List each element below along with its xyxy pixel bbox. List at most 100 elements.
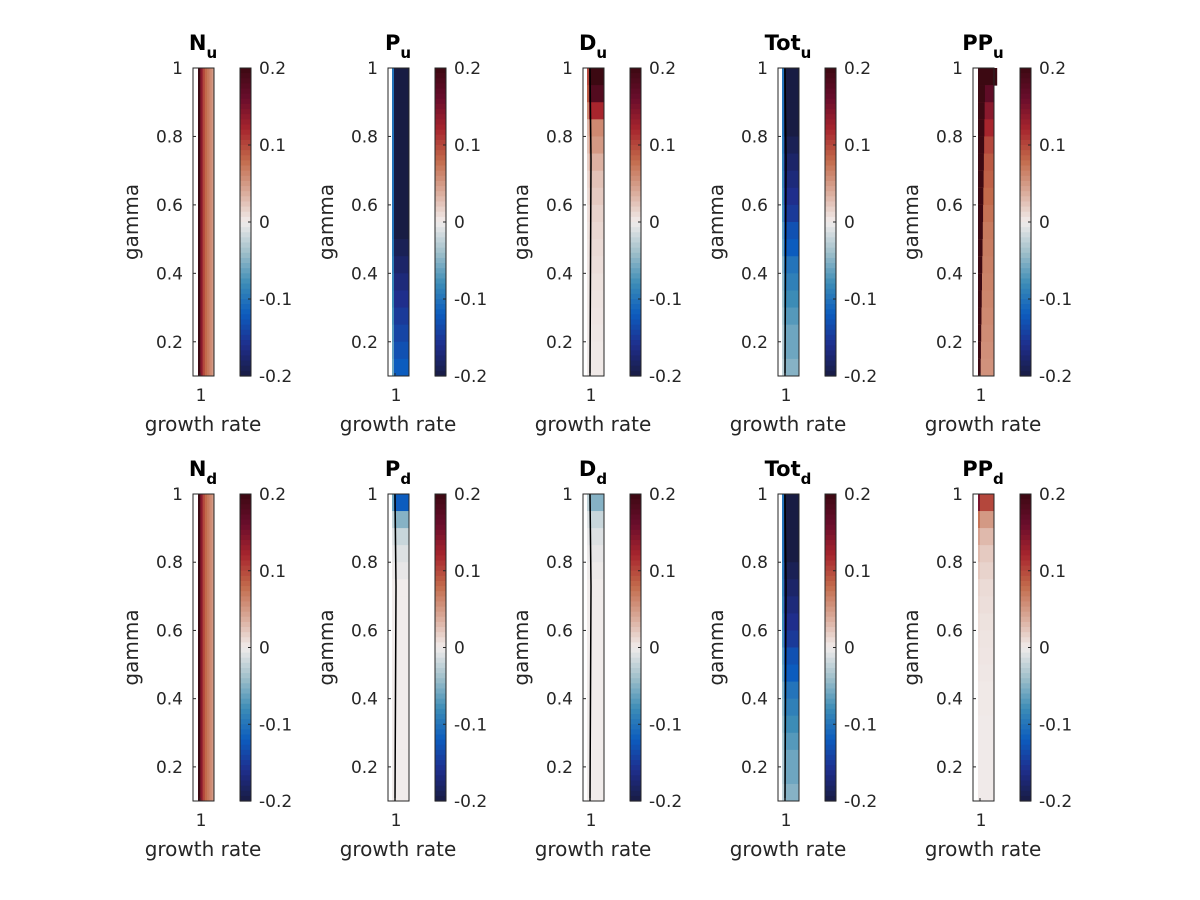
panel-tot-d-colorbar-segment (825, 596, 836, 603)
panel-pp-d-colorbar-segment (1020, 749, 1031, 756)
panel-n-d-colorbar-segment (240, 714, 251, 720)
panel-p-u-title: Pu (385, 31, 411, 62)
panel-pp-d-colorbar-segment (1020, 765, 1031, 771)
panel-pp-u-colorbar-segment (1020, 314, 1031, 321)
panel-d-d-title: Dd (579, 457, 607, 488)
panel-p-u-ytick-label: 1 (367, 59, 378, 79)
panel-d-d-colorbar-segment (630, 765, 641, 771)
panel-d-d-colorbar-tick-label: -0.1 (649, 715, 682, 735)
panel-pp-u-colorbar-segment (1020, 196, 1031, 203)
panel-p-d-colorbar-segment (435, 534, 446, 541)
panel-pp-u-colorbar-segment (1020, 365, 1031, 372)
panel-n-d-colorbar-segment (240, 586, 251, 592)
panel-pp-u-ytick-label: 0.8 (936, 127, 963, 147)
panel-tot-d-colorbar-segment (825, 693, 836, 700)
panel-pp-u-cell (978, 307, 994, 326)
panel-n-d-xlabel: growth rate (145, 837, 262, 861)
panel-n-d-cell (198, 494, 201, 801)
panel-p-d-colorbar-segment (435, 540, 446, 546)
panel-pp-d-cell (978, 783, 980, 802)
panel-d-u-edge-cell (587, 324, 589, 343)
panel-p-u-colorbar-segment (435, 134, 446, 141)
panel-d-u-colorbar-segment (630, 114, 641, 120)
panel-d-d-edge-cell (587, 630, 589, 648)
panel-pp-d-cell (978, 647, 994, 666)
panel-p-u-colorbar-segment (435, 314, 446, 321)
panel-n-u-colorbar-segment (240, 201, 251, 208)
panel-p-d-cell (393, 613, 409, 631)
panel-d-d-colorbar-segment (630, 739, 641, 746)
panel-tot-u-colorbar-segment (825, 191, 836, 197)
panel-d-u-colorbar-segment (630, 273, 641, 280)
panel-pp-d-cell (978, 528, 994, 546)
panel-n-d-colorbar-segment (240, 683, 251, 690)
panel-pp-u-colorbar-segment (1020, 237, 1031, 244)
panel-p-u-colorbar-segment (435, 227, 446, 233)
panel-pp-d-cell (978, 562, 980, 580)
panel-p-d-colorbar-segment (435, 565, 446, 572)
panel-pp-u-colorbar-segment (1020, 329, 1031, 336)
panel-n-u-colorbar-tick-label: 0.1 (259, 136, 286, 156)
panel-p-d-colorbar-segment (435, 647, 446, 654)
panel-pp-d-colorbar-segment (1020, 627, 1031, 633)
panel-p-d-colorbar-segment (435, 550, 446, 556)
panel-pp-u-colorbar-segment (1020, 304, 1031, 310)
panel-tot-d-edge-cell (782, 647, 784, 666)
panel-tot-d-colorbar-segment (825, 724, 836, 730)
panel-tot-u-cell (783, 290, 799, 309)
panel-d-d-edge-cell (587, 545, 589, 563)
panel-p-u-colorbar-segment (435, 216, 446, 223)
panel-tot-u-colorbar-segment (825, 134, 836, 141)
panel-tot-d-colorbar-segment (825, 698, 836, 705)
panel-n-u-axes-box (192, 67, 215, 377)
panel-tot-d-colorbar-segment (825, 765, 836, 771)
panel-pp-u-colorbar-segment (1020, 222, 1031, 228)
panel-p-u-colorbar-segment (435, 119, 446, 126)
panel-tot-u-colorbar-segment (825, 160, 836, 167)
panel-pp-d-cell (978, 732, 994, 751)
panel-d-d-ylabel: gamma (509, 609, 533, 685)
panel-n-d-colorbar-segment (240, 657, 251, 664)
panel-p-u-colorbar-segment (435, 124, 446, 131)
panel-n-u-colorbar-segment (240, 319, 251, 326)
panel-p-d-xlabel: growth rate (340, 837, 457, 861)
panel-d-d-colorbar-segment (630, 652, 641, 659)
panel-d-u-colorbar-segment (630, 319, 641, 326)
panel-tot-u-cell (783, 239, 799, 257)
panel-tot-d-colorbar-segment (825, 683, 836, 690)
panel-tot-d-colorbar-segment (825, 560, 836, 567)
panel-p-u-colorbar-segment (435, 211, 446, 218)
panel-pp-u-colorbar-segment (1020, 160, 1031, 167)
panel-p-d-colorbar-segment (435, 627, 446, 633)
panel-p-d-colorbar-segment (435, 744, 446, 751)
panel-tot-d-edge-cell (782, 562, 784, 580)
panel-d-u-cell (588, 222, 604, 240)
panel-pp-u-colorbar-segment (1020, 345, 1031, 351)
panel-tot-u-colorbar-segment (825, 350, 836, 357)
panel-p-u-colorbar-segment (435, 365, 446, 372)
panel-n-d-colorbar-tick-label: -0.2 (259, 792, 292, 812)
panel-pp-d-title-subscript: d (993, 470, 1004, 488)
panel-p-d-colorbar-segment (435, 667, 446, 674)
panel-p-d-colorbar-segment (435, 657, 446, 664)
panel-p-d-edge-cell (392, 528, 394, 546)
panel-pp-u-colorbar-segment (1020, 283, 1031, 290)
panel-p-u-colorbar-segment (435, 68, 446, 74)
panel-n-d-colorbar-segment (240, 591, 251, 597)
panel-p-d-ytick-label: 0.8 (351, 553, 378, 573)
panel-tot-u-xlabel: growth rate (730, 412, 847, 436)
panel-tot-u-colorbar-segment (825, 304, 836, 310)
panel-pp-d-colorbar-segment (1020, 729, 1031, 736)
panel-pp-u-colorbar-segment (1020, 293, 1031, 300)
panel-p-u-colorbar-segment (435, 299, 446, 305)
panel-tot-u-ytick-label: 0.2 (741, 333, 768, 353)
panel-d-u-cell (588, 358, 604, 377)
panel-d-u-edge-cell (587, 307, 589, 326)
panel-pp-u-colorbar-segment (1020, 319, 1031, 326)
panel-tot-u-cell (783, 341, 799, 360)
panel-pp-d-colorbar-segment (1020, 575, 1031, 582)
panel-pp-d-colorbar-segment (1020, 550, 1031, 556)
panel-pp-u-cell (978, 358, 994, 377)
panel-d-d-edge-cell (587, 715, 589, 734)
panel-d-u-ytick-label: 0.2 (546, 333, 573, 353)
